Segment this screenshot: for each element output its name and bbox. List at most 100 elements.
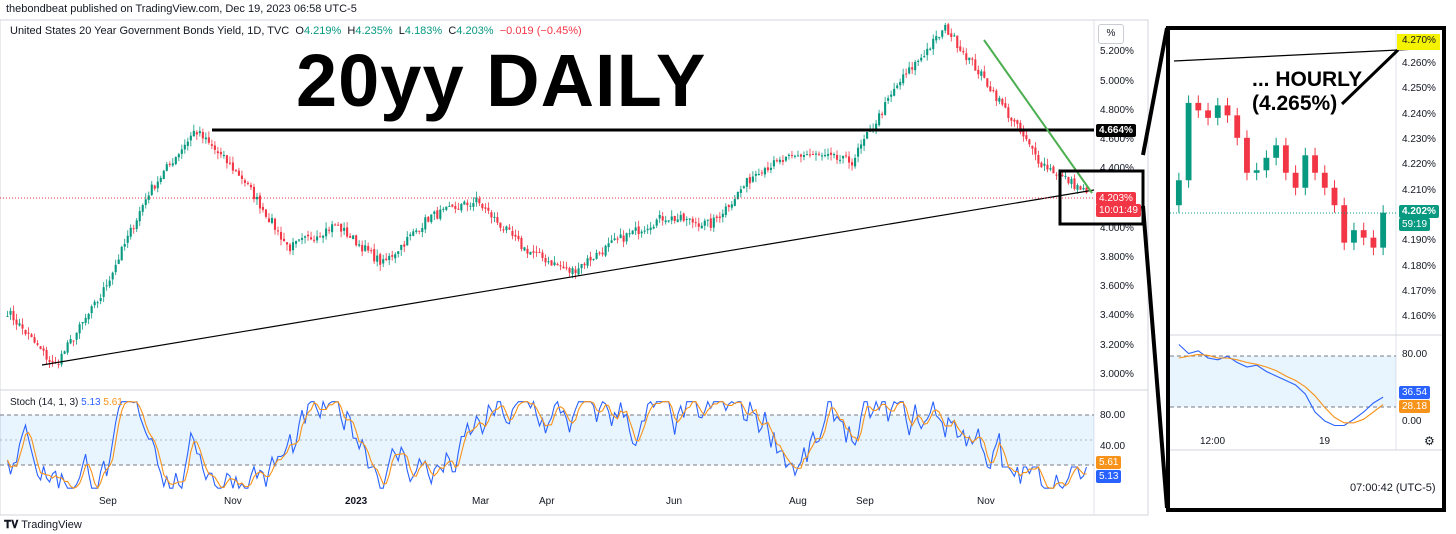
daily-candle-body bbox=[878, 113, 881, 126]
daily-candle-body bbox=[718, 216, 721, 219]
daily-candle-body bbox=[24, 330, 27, 335]
daily-candle-body bbox=[664, 220, 667, 223]
time-tick: Nov bbox=[224, 496, 242, 507]
daily-candle-body bbox=[505, 226, 508, 231]
tradingview-brand[interactable]: 𝐓𝐕 TradingView bbox=[4, 519, 82, 532]
daily-candle-body bbox=[63, 351, 66, 354]
daily-candle-body bbox=[90, 306, 93, 314]
daily-candle-body bbox=[99, 298, 102, 302]
hourly-panel[interactable]: ... HOURLY (4.265%) 4.270% 4.260% 4.250%… bbox=[1166, 26, 1446, 512]
daily-candle-body bbox=[310, 237, 313, 240]
rising-trendline bbox=[41, 189, 1095, 366]
daily-candle-body bbox=[114, 264, 117, 273]
settings-gear-icon[interactable]: ⚙ bbox=[1424, 434, 1435, 448]
daily-candle-body bbox=[775, 160, 778, 162]
daily-candle-body bbox=[439, 209, 442, 219]
daily-candle-body bbox=[706, 219, 709, 221]
stoch-k-tag: 5.13 bbox=[1096, 470, 1122, 483]
daily-candle-body bbox=[84, 317, 87, 323]
daily-candle-body bbox=[427, 216, 430, 222]
daily-candle-body bbox=[760, 172, 763, 174]
daily-candle-body bbox=[1040, 162, 1043, 168]
daily-candle-body bbox=[845, 155, 848, 157]
daily-candle-body bbox=[204, 137, 207, 140]
daily-candle-body bbox=[571, 268, 574, 275]
daily-candle-body bbox=[276, 230, 280, 232]
hourly-candles bbox=[1175, 95, 1387, 256]
hourly-price-tick: 4.210% bbox=[1402, 185, 1436, 196]
daily-candle-body bbox=[851, 162, 854, 166]
timezone-clock[interactable]: 07:00:42 (UTC-5) bbox=[1350, 482, 1436, 494]
daily-candle-body bbox=[108, 280, 111, 287]
daily-candle-body bbox=[1055, 174, 1058, 176]
zoom-connector bbox=[1141, 27, 1169, 509]
stoch-tick: 80.00 bbox=[1100, 410, 1126, 421]
symbol-name: United States 20 Year Government Bonds Y… bbox=[10, 25, 290, 37]
daily-candle-body bbox=[12, 311, 15, 321]
daily-candle-body bbox=[1073, 178, 1076, 189]
daily-candle-body bbox=[141, 205, 144, 212]
daily-candle-body bbox=[460, 204, 463, 211]
daily-candle-body bbox=[319, 236, 322, 238]
daily-candle-body bbox=[514, 234, 517, 237]
hourly-candle-body bbox=[1312, 155, 1318, 173]
daily-candle-body bbox=[866, 131, 869, 139]
daily-candle-body bbox=[1013, 119, 1016, 122]
daily-candle-body bbox=[424, 217, 427, 230]
hourly-candle-body bbox=[1214, 105, 1221, 118]
daily-candle-body bbox=[69, 339, 72, 344]
daily-candle-body bbox=[81, 321, 84, 324]
daily-candle-body bbox=[517, 235, 520, 240]
daily-candle-body bbox=[826, 154, 830, 156]
hourly-candle-body bbox=[1195, 102, 1202, 111]
percent-scale-button[interactable]: % bbox=[1098, 24, 1124, 44]
daily-candle-body bbox=[658, 214, 661, 219]
daily-candle-body bbox=[724, 206, 727, 216]
daily-candle-body bbox=[138, 211, 141, 222]
publish-info: thebondbeat published on TradingView.com… bbox=[6, 3, 357, 15]
daily-candle-body bbox=[742, 186, 745, 189]
daily-candle-body bbox=[1082, 187, 1085, 190]
daily-candle-body bbox=[255, 196, 259, 200]
daily-candle-body bbox=[1001, 99, 1004, 105]
daily-candle-body bbox=[343, 227, 346, 231]
hourly-chart bbox=[1170, 30, 1442, 451]
daily-candle-body bbox=[697, 223, 700, 227]
stoch-legend: Stoch (14, 1, 3) 5.13 5.61 bbox=[10, 397, 123, 408]
daily-candle-body bbox=[766, 167, 769, 171]
main-chart[interactable] bbox=[0, 18, 1150, 518]
daily-candle-body bbox=[457, 208, 460, 210]
daily-candle-body bbox=[559, 265, 562, 267]
daily-candle-body bbox=[691, 218, 694, 223]
daily-candle-body bbox=[105, 285, 108, 287]
daily-candle-body bbox=[929, 48, 932, 50]
daily-candle-body bbox=[162, 170, 165, 180]
price-tick: 4.000% bbox=[1100, 223, 1134, 234]
daily-candle-body bbox=[829, 152, 833, 155]
daily-candle-body bbox=[87, 313, 90, 320]
daily-candle-body bbox=[601, 252, 604, 255]
daily-candle-body bbox=[884, 102, 887, 115]
daily-candle-body bbox=[403, 244, 406, 247]
hourly-pointer-line bbox=[1340, 48, 1400, 106]
daily-candle-body bbox=[547, 261, 550, 263]
price-tick: 5.000% bbox=[1100, 76, 1134, 87]
daily-candle-body bbox=[132, 228, 135, 230]
daily-candle-body bbox=[243, 180, 246, 183]
daily-candle-body bbox=[1049, 168, 1052, 170]
daily-candle-body bbox=[1052, 166, 1055, 174]
daily-candle-body bbox=[150, 184, 153, 195]
daily-candle-body bbox=[174, 157, 177, 164]
hourly-candle-body bbox=[1282, 145, 1289, 173]
daily-candle-body bbox=[905, 73, 908, 75]
hourly-last-price-tag: 4.202% bbox=[1399, 205, 1439, 218]
time-tick: Sep bbox=[856, 496, 874, 507]
daily-candle-body bbox=[535, 251, 538, 253]
daily-candle-body bbox=[625, 233, 628, 242]
daily-candle-body bbox=[637, 226, 640, 235]
daily-candle-body bbox=[682, 213, 685, 221]
daily-candle-body bbox=[887, 98, 890, 101]
daily-candle-body bbox=[805, 154, 809, 156]
daily-candle-body bbox=[736, 191, 739, 200]
daily-candle-body bbox=[388, 255, 391, 261]
